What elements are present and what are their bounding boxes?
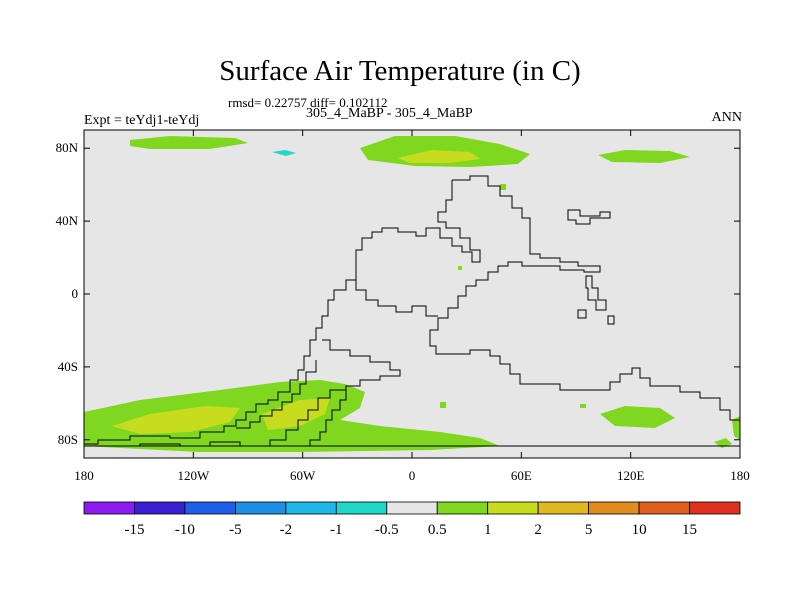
colorbar-swatch <box>386 501 438 515</box>
colorbar-label: -2 <box>280 522 293 538</box>
anomaly-region-dateline <box>732 416 740 440</box>
coastline-peninsula <box>346 279 438 317</box>
y-tick-label: 40S <box>58 359 78 374</box>
colorbar-swatch <box>184 501 236 515</box>
colorbar-label: 5 <box>585 522 593 538</box>
colorbar-label: 10 <box>632 522 647 538</box>
anomaly-region-cool-spot <box>272 150 296 156</box>
colorbar: -15 -10 -5 -2 -1 -0.5 0.5 1 2 5 10 15 <box>83 501 741 538</box>
anomaly-region-north-asia <box>598 150 690 163</box>
anomaly-region-north-pacific <box>130 136 248 149</box>
colorbar-swatch <box>689 501 741 515</box>
colorbar-label: -5 <box>229 522 242 538</box>
y-axis: 80N 40N 0 40S 80S <box>56 140 740 447</box>
coastline-north-continent <box>84 180 481 445</box>
colorbar-swatch <box>83 501 135 515</box>
x-tick-label: 180 <box>730 468 750 483</box>
colorbar-label: -1 <box>330 522 343 538</box>
x-tick-label: 60W <box>290 468 316 483</box>
stats-line: rmsd= 0.22757 diff= 0.102112 <box>228 95 388 110</box>
coastline-north-continent <box>429 175 740 421</box>
experiment-label: Expt = teYdj1-teYdj <box>84 113 200 128</box>
colorbar-swatch <box>638 501 690 515</box>
colorbar-label: 2 <box>534 522 542 538</box>
y-tick-label: 80N <box>56 140 79 155</box>
colorbar-swatch <box>436 501 489 515</box>
y-tick-label: 80S <box>58 432 78 447</box>
anomaly-speck <box>500 184 506 190</box>
anomaly-fields <box>84 136 740 452</box>
coastline-island <box>577 309 587 319</box>
coastline-island <box>567 209 611 225</box>
x-tick-label: 60E <box>511 468 532 483</box>
y-tick-label: 40N <box>56 213 79 228</box>
colorbar-label: -15 <box>124 522 144 538</box>
x-tick-label: 120W <box>177 468 210 483</box>
x-tick-label: 180 <box>74 468 94 483</box>
coastline-southern-block <box>236 360 317 429</box>
colorbar-swatch <box>234 501 287 515</box>
coastline-island <box>585 275 607 311</box>
x-tick-label: 0 <box>409 468 416 483</box>
colorbar-label: 15 <box>682 522 697 538</box>
y-tick-label: 0 <box>72 286 79 301</box>
colorbar-swatch <box>134 501 186 515</box>
coastline-island <box>607 315 615 325</box>
coastline-southern-block <box>300 390 347 447</box>
anomaly-speck <box>440 402 446 408</box>
colorbar-swatch <box>588 501 640 515</box>
anomaly-region-indian-ocean <box>600 406 675 428</box>
continent-outlines <box>84 175 740 447</box>
colorbar-label: -10 <box>175 522 195 538</box>
x-axis: 180 120W 60W 0 60E 120E 180 <box>74 130 750 483</box>
colorbar-swatch <box>487 501 539 515</box>
map-subtitle: 305_4_MaBP - 305_4_MaBP <box>306 106 473 121</box>
colorbar-label: -0.5 <box>375 522 399 538</box>
anomaly-region-southern-warm <box>262 398 330 430</box>
colorbar-swatch <box>537 501 590 515</box>
map-title: Surface Air Temperature (in C) <box>219 55 581 87</box>
colorbar-swatch <box>335 501 388 515</box>
x-tick-label: 120E <box>617 468 645 483</box>
colorbar-label: 1 <box>484 522 492 538</box>
season-label: ANN <box>711 110 742 125</box>
anomaly-speck <box>580 404 586 408</box>
anomaly-region-southern-warm <box>112 406 240 434</box>
coastline-southern-block <box>84 339 401 447</box>
colorbar-swatch <box>285 501 337 515</box>
anomaly-region-arctic-warm <box>398 150 480 163</box>
colorbar-label: 0.5 <box>428 522 447 538</box>
anomaly-speck <box>458 266 462 270</box>
